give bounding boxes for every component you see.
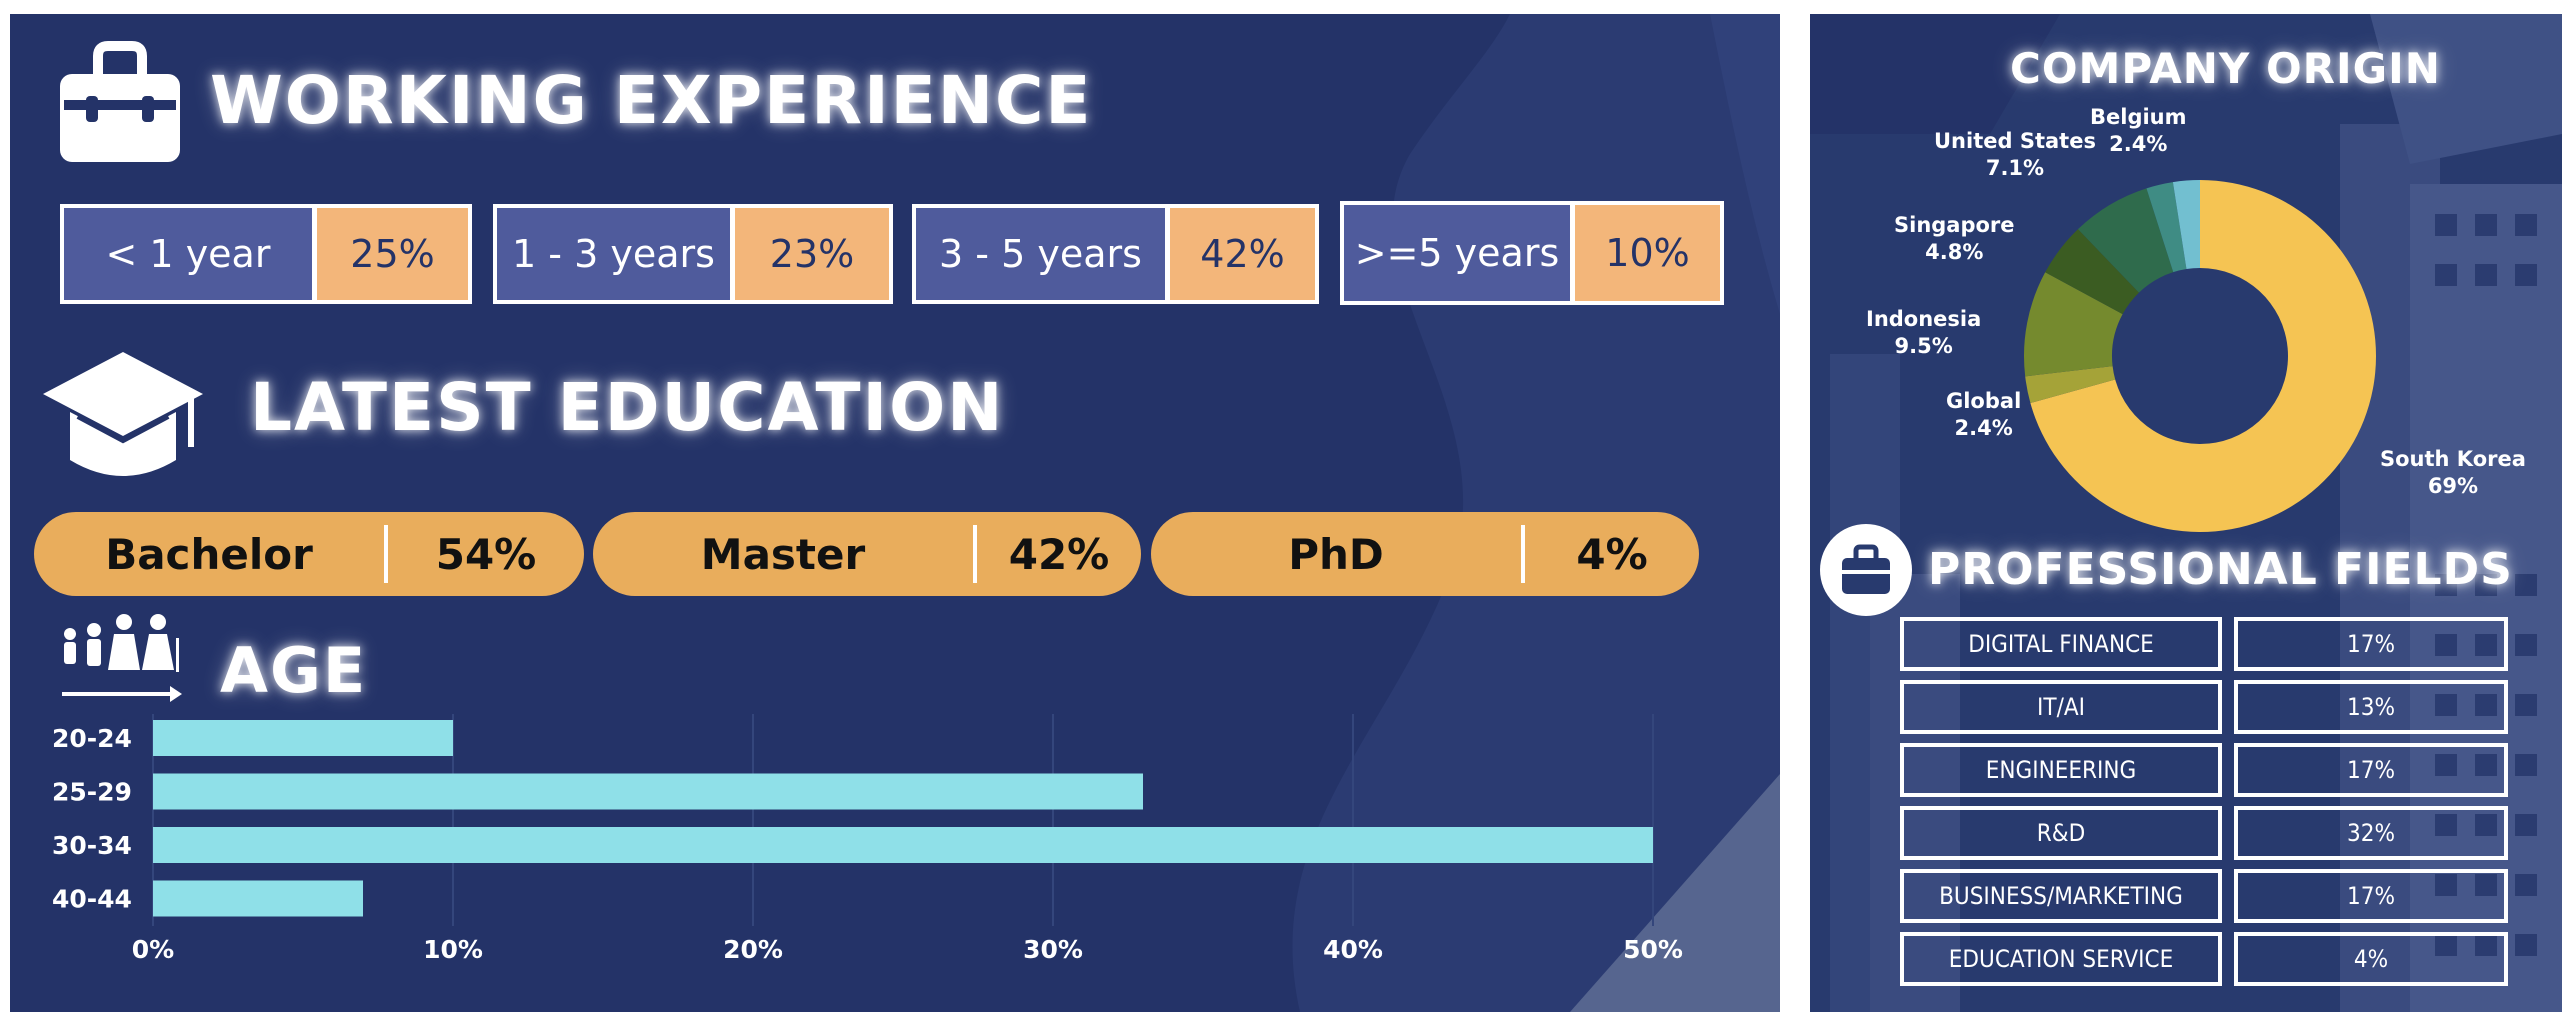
pie-label-name: Global [1946,389,2022,413]
pie-label-name: Belgium [2090,105,2187,129]
age-title: AGE [220,634,368,707]
field-name-cell: DIGITAL FINANCE [1900,617,2222,671]
experience-value: 10% [1575,205,1720,301]
x-tick-label: 40% [1323,935,1383,964]
age-bar [153,773,1143,810]
pie-label-united-states: United States 7.1% [1934,128,2096,182]
donut-slice [2024,272,2123,377]
donut-slice [2077,188,2174,293]
pie-label-singapore: Singapore 4.8% [1894,212,2015,266]
x-tick-label: 50% [1623,935,1683,964]
experience-item-lt1: < 1 year 25% [60,204,472,304]
education-value: 54% [435,529,537,579]
field-value-cell: 32% [2234,806,2508,860]
pie-label-indonesia: Indonesia 9.5% [1866,306,1981,360]
experience-label: < 1 year [64,208,317,300]
field-value-cell: 17% [2234,617,2508,671]
field-name-cell: IT/AI [1900,680,2222,734]
education-separator [384,525,388,583]
experience-label: 1 - 3 years [497,208,735,300]
city-skyline-background [1810,14,2562,1012]
education-item-bachelor: Bachelor 54% [34,512,584,596]
age-category-label: 20-24 [52,724,132,753]
left-panel: WORKING EXPERIENCE < 1 year 25% 1 - 3 ye… [10,14,1780,1012]
x-tick-label: 10% [423,935,483,964]
x-tick-label: 0% [132,935,174,964]
donut-slice [2025,366,2116,404]
briefcase-icon [60,41,180,162]
experience-value: 42% [1170,208,1315,300]
experience-item-1to3: 1 - 3 years 23% [493,204,893,304]
pie-label-name: Singapore [1894,213,2015,237]
education-separator [973,525,977,583]
family-icon [62,614,182,702]
pie-label-belgium: Belgium 2.4% [2090,104,2187,158]
pie-label-name: South Korea [2380,447,2526,471]
pie-label-value: 2.4% [1954,416,2013,440]
pie-label-global: Global 2.4% [1946,388,2021,442]
field-value-cell: 4% [2234,932,2508,986]
field-name-cell: ENGINEERING [1900,743,2222,797]
pie-label-value: 4.8% [1925,240,1984,264]
age-bar-chart: 0% 10% 20% 30% 40% 50% 20-24 25-29 30-34 40-44 [52,714,1683,964]
latest-education-title: LATEST EDUCATION [250,369,1005,446]
briefcase-icon [1820,524,1912,616]
donut-slice [2146,182,2187,273]
education-item-phd: PhD 4% [1151,512,1699,596]
education-separator [1521,525,1525,583]
pie-label-value: 9.5% [1894,334,1953,358]
x-tick-label: 30% [1023,935,1083,964]
pie-label-value: 69% [2427,474,2479,498]
experience-label: >=5 years [1344,205,1575,301]
experience-item-gte5: >=5 years 10% [1340,201,1724,305]
experience-label: 3 - 5 years [916,208,1170,300]
pie-label-name: United States [1934,129,2096,153]
experience-value: 25% [317,208,468,300]
field-name-cell: EDUCATION SERVICE [1900,932,2222,986]
field-name-cell: R&D [1900,806,2222,860]
age-category-label: 30-34 [52,831,132,860]
donut-slice [2172,180,2200,270]
field-value-cell: 13% [2234,680,2508,734]
graduation-cap-icon [43,352,203,476]
field-value-cell: 17% [2234,743,2508,797]
experience-item-3to5: 3 - 5 years 42% [912,204,1319,304]
company-origin-donut-chart [2024,180,2376,532]
education-label: Bachelor [105,529,313,579]
donut-slice [2030,180,2376,532]
pie-label-value: 2.4% [2109,132,2168,156]
age-bar [153,827,1653,863]
education-label: PhD [1288,529,1384,579]
education-label: Master [700,529,866,579]
field-name-cell: BUSINESS/MARKETING [1900,869,2222,923]
field-value-cell: 17% [2234,869,2508,923]
donut-slice [2045,229,2139,315]
pie-label-name: Indonesia [1866,307,1982,331]
age-bar [153,720,453,756]
pie-label-south-korea: South Korea 69% [2380,446,2526,500]
pie-label-value: 7.1% [1985,156,2045,180]
education-value: 4% [1576,529,1648,579]
age-category-label: 40-44 [52,885,132,914]
professional-fields-title: PROFESSIONAL FIELDS [1928,544,2513,595]
right-panel: COMPANY ORIGIN Belgium 2.4% United State… [1810,14,2562,1012]
company-origin-title: COMPANY ORIGIN [2010,44,2441,93]
experience-value: 23% [735,208,889,300]
x-tick-label: 20% [723,935,783,964]
education-item-master: Master 42% [593,512,1141,596]
age-bar [153,880,363,917]
age-category-label: 25-29 [52,778,132,807]
education-value: 42% [1008,529,1110,579]
working-experience-title: WORKING EXPERIENCE [210,62,1093,139]
